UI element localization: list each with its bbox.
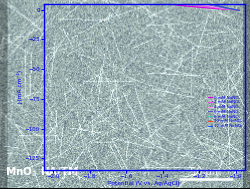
- 10 mM NaNO₂: [237, 9, 240, 12]
- Legend: 0 mM NaNO₂, 2 mM NaNO₂, 4 mM NaNO₂, 6 mM NaNO₂, 8 mM NaNO₂, 10 mM NaNO₂, 12 mM N: 0 mM NaNO₂, 2 mM NaNO₂, 4 mM NaNO₂, 6 mM…: [207, 95, 242, 129]
- Line: 8 mM NaNO₂: 8 mM NaNO₂: [44, 0, 238, 10]
- 12 mM NaNO₂: [237, 9, 240, 12]
- 2 mM NaNO₂: [165, 0, 168, 1]
- 0 mM NaNO₂: [237, 9, 240, 11]
- Line: 10 mM NaNO₂: 10 mM NaNO₂: [44, 0, 238, 10]
- 0 mM NaNO₂: [183, 5, 186, 7]
- Line: 2 mM NaNO₂: 2 mM NaNO₂: [44, 0, 238, 10]
- 4 mM NaNO₂: [237, 9, 240, 11]
- Line: 6 mM NaNO₂: 6 mM NaNO₂: [44, 0, 238, 10]
- 8 mM NaNO₂: [237, 9, 240, 12]
- 2 mM NaNO₂: [184, 2, 187, 5]
- Line: 4 mM NaNO₂: 4 mM NaNO₂: [44, 0, 238, 10]
- 4 mM NaNO₂: [183, 0, 186, 1]
- X-axis label: Potential (V vs. Ag/AgCl): Potential (V vs. Ag/AgCl): [108, 181, 180, 186]
- Text: 50 μm: 50 μm: [190, 167, 220, 177]
- Line: 0 mM NaNO₂: 0 mM NaNO₂: [44, 0, 238, 10]
- Y-axis label: j (mA cm⁻²): j (mA cm⁻²): [17, 70, 23, 104]
- 0 mM NaNO₂: [165, 3, 168, 5]
- Text: MnO$_2$ NA/TM: MnO$_2$ NA/TM: [5, 165, 79, 179]
- 4 mM NaNO₂: [184, 0, 187, 1]
- 2 mM NaNO₂: [237, 9, 240, 11]
- 2 mM NaNO₂: [183, 2, 186, 4]
- 0 mM NaNO₂: [184, 5, 187, 7]
- Line: 12 mM NaNO₂: 12 mM NaNO₂: [44, 0, 238, 10]
- 6 mM NaNO₂: [237, 9, 240, 11]
